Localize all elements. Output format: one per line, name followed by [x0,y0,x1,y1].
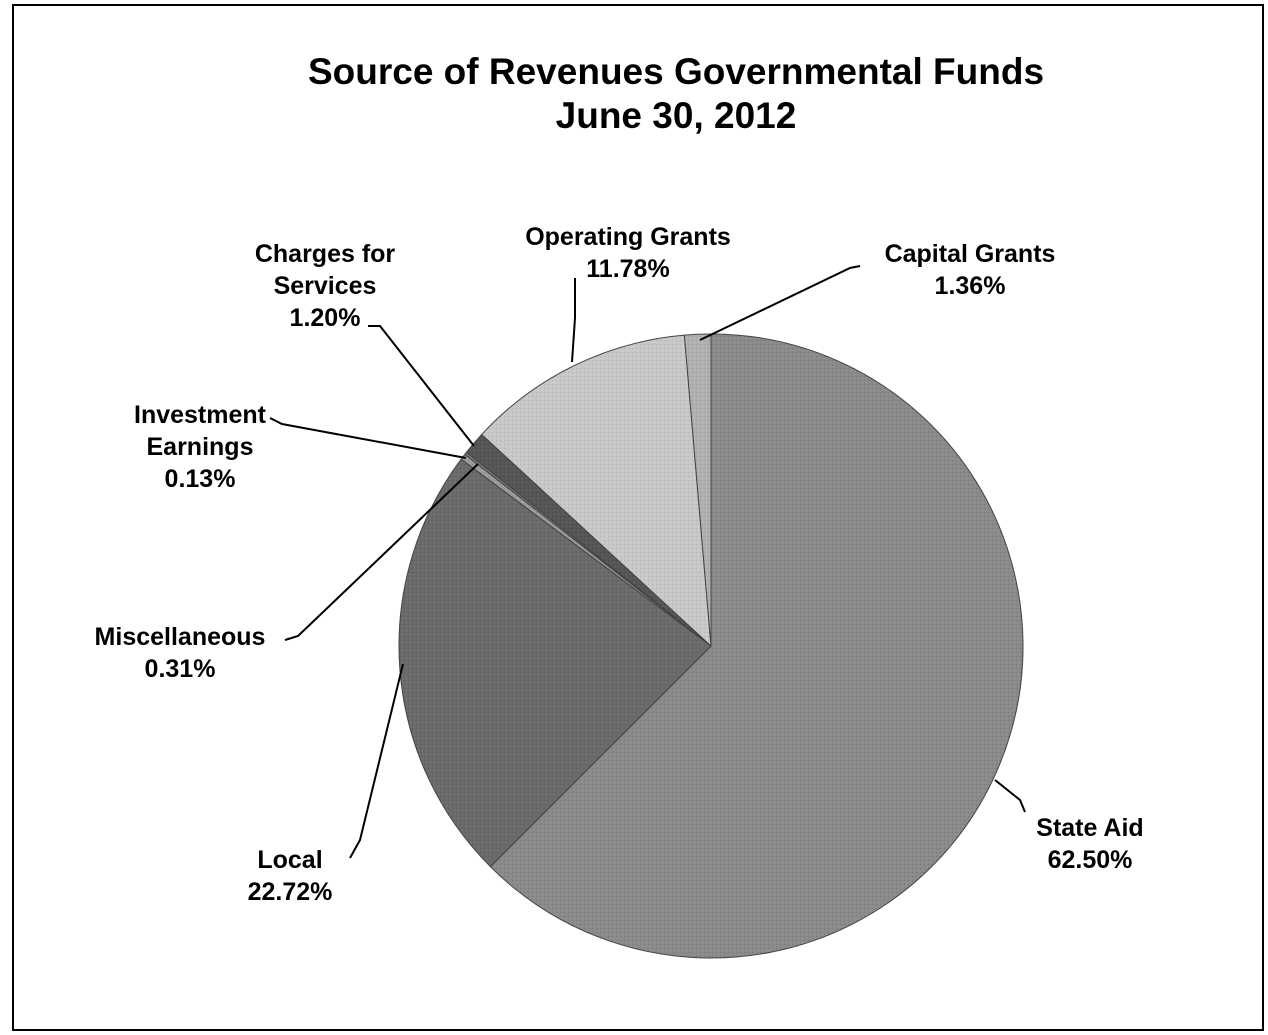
slice-texture-state-aid [490,334,1023,959]
slice-texture-capital-grants [684,334,711,646]
leader-lines [269,265,1026,859]
label-miscellaneous-line-1: Miscellaneous [95,623,266,651]
label-operating-grants-line-1: Operating Grants [525,223,731,251]
slice-texture-miscellaneous [461,454,711,646]
label-investment-earnings-line-3: 0.13% [165,465,236,493]
label-local-line-2: 22.72% [248,878,333,906]
slice-texture-charges-for-services [466,434,711,646]
label-capital-grants-line-1: Capital Grants [885,240,1056,268]
label-miscellaneous-line-2: 0.31% [145,655,216,683]
label-charges-for-services-line-1: Charges for [255,240,396,268]
label-investment-earnings-line-2: Earnings [147,433,254,461]
label-investment-earnings-line-1: Investment [134,401,267,429]
leader-line-local [349,663,404,859]
label-state-aid-line-1: State Aid [1036,814,1143,842]
label-charges-for-services-line-3: 1.20% [290,304,361,332]
label-local-line-1: Local [257,846,322,874]
pie-slices [398,333,1024,959]
label-charges-for-services-line-2: Services [274,272,377,300]
leader-line-investment-earnings [269,417,467,459]
chart-title: Source of Revenues Governmental Funds Ju… [308,51,1044,136]
label-state-aid-line-2: 62.50% [1048,846,1133,874]
slice-texture-operating-grants [481,335,711,646]
chart-title-line-1: Source of Revenues Governmental Funds [308,51,1044,92]
leader-line-operating-grants [571,278,576,363]
leader-line-state-aid [994,779,1026,813]
label-operating-grants-line-2: 11.78% [586,255,669,283]
leader-line-capital-grants [699,265,861,341]
leader-line-miscellaneous [284,463,479,641]
leader-line-charges-for-services [368,325,475,447]
label-capital-grants-line-2: 1.36% [935,272,1006,300]
slice-labels: State Aid 62.50% Local 22.72% Miscellaneous 0… [95,223,1144,906]
slice-texture-local [399,459,711,867]
chart-title-line-2: June 30, 2012 [556,95,797,136]
